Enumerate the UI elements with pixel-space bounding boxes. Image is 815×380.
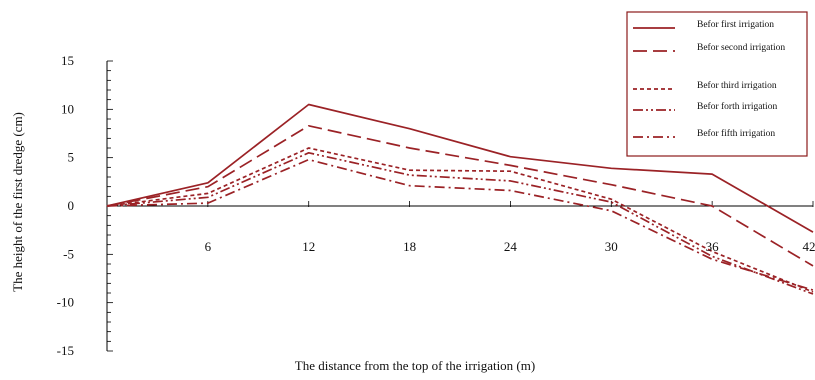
y-tick-label: -5: [63, 246, 74, 261]
y-tick-label: 10: [61, 101, 74, 116]
x-tick-label: 30: [605, 239, 618, 254]
x-tick-label: 6: [205, 239, 212, 254]
series-line-1: [106, 103, 814, 233]
series-line-5: [106, 158, 814, 291]
x-axis-title: The distance from the top of the irrigat…: [295, 358, 535, 373]
legend-label-4: Befor forth irrigation: [697, 101, 777, 112]
legend-label-1: Befor first irrigation: [697, 19, 774, 30]
y-tick-label: 5: [68, 150, 75, 165]
x-tick-label: 24: [504, 239, 518, 254]
y-tick-label: -15: [57, 343, 74, 358]
legend-label-5: Befor fifth irrigation: [697, 128, 775, 139]
y-tick-label: 15: [61, 53, 74, 68]
legend-label-3: Befor third irrigation: [697, 80, 777, 91]
x-tick-label: 42: [803, 239, 815, 254]
y-tick-label: 0: [68, 198, 75, 213]
y-axis-title: The height of the first dredge (cm): [10, 112, 25, 292]
x-tick-label: 18: [403, 239, 416, 254]
y-tick-label: -10: [57, 295, 74, 310]
tick-labels: 15 10 5 0 -5 -10 -15 6 12 18 24 30 36 42: [57, 53, 815, 358]
x-tick-label: 36: [706, 239, 720, 254]
series-line-2: [106, 124, 814, 267]
legend-label-2: Befor second irrigation: [697, 42, 785, 53]
legend-box: [626, 11, 808, 157]
x-tick-label: 12: [302, 239, 315, 254]
series-group: [106, 103, 814, 295]
series-line-4: [106, 151, 814, 295]
series-line-3: [106, 147, 814, 293]
legend: Befor first irrigation Befor second irrig…: [626, 11, 808, 157]
